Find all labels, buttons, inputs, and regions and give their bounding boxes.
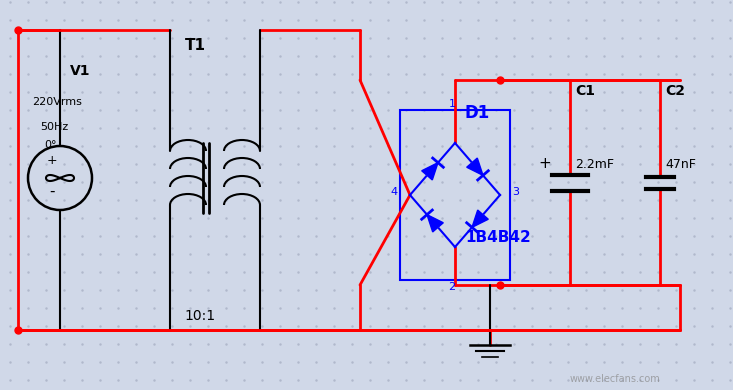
Text: 2: 2 — [449, 282, 456, 292]
Text: 1B4B42: 1B4B42 — [465, 230, 531, 245]
Text: www.elecfans.com: www.elecfans.com — [570, 374, 660, 384]
Text: V1: V1 — [70, 64, 90, 78]
Text: D1: D1 — [465, 104, 490, 122]
Text: 220Vrms: 220Vrms — [32, 97, 82, 107]
Text: 3: 3 — [512, 187, 519, 197]
Polygon shape — [427, 215, 443, 232]
Text: 47nF: 47nF — [665, 158, 696, 170]
Text: 1: 1 — [449, 99, 455, 109]
Text: 50Hz: 50Hz — [40, 122, 68, 132]
Text: 4: 4 — [391, 187, 398, 197]
Text: C2: C2 — [665, 84, 685, 98]
Text: C1: C1 — [575, 84, 595, 98]
Text: 10:1: 10:1 — [185, 309, 216, 323]
Text: T1: T1 — [185, 38, 205, 53]
Text: 2.2mF: 2.2mF — [575, 158, 614, 170]
Polygon shape — [472, 210, 488, 227]
Text: +: + — [47, 154, 57, 167]
Text: +: + — [539, 156, 551, 172]
Polygon shape — [467, 158, 483, 176]
Polygon shape — [421, 163, 438, 180]
Bar — [400, 110, 510, 280]
Text: -: - — [49, 184, 55, 199]
Text: 0°: 0° — [44, 140, 56, 150]
